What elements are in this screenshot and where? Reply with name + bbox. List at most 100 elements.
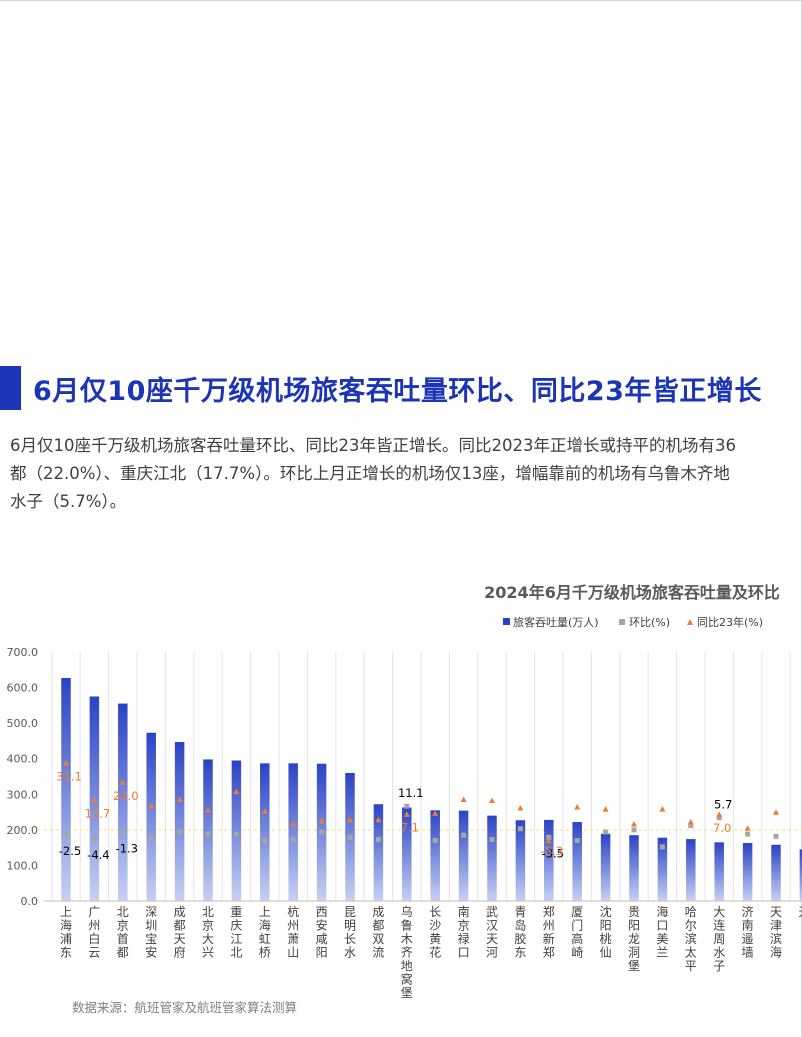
x-tick-char: 海 <box>259 918 271 933</box>
yoy-marker-18 <box>545 837 552 844</box>
x-tick-char: 郑 <box>543 945 555 960</box>
y-tick-label: 700.0 <box>7 646 39 659</box>
x-tick-char: 津 <box>770 919 782 933</box>
yoy-marker-5 <box>176 796 183 802</box>
x-tick-label: 杭州萧山 <box>287 904 299 960</box>
x-tick-label: 济南遥墙 <box>742 904 754 960</box>
bar-19 <box>572 822 582 901</box>
x-tick-char: 南 <box>458 904 470 919</box>
body-line-2: 都（22.0%）、重庆江北（17.7%）。环比上月正增长的机场仅13座，增幅靠前… <box>10 464 730 483</box>
x-tick-char: 明 <box>344 919 356 933</box>
mom-marker-16 <box>489 836 495 842</box>
x-tick-char: 江 <box>230 932 242 946</box>
yoy-marker-10 <box>318 817 325 824</box>
yoy-marker-4 <box>148 802 155 809</box>
x-tick-char: 都 <box>372 919 384 933</box>
x-tick-char: 黄 <box>429 932 441 946</box>
legend-label-yoy: 同比23年(%) <box>697 615 763 629</box>
x-tick-char: 齐 <box>401 945 413 960</box>
yoy-marker-22 <box>659 806 666 812</box>
bar-9 <box>288 763 298 901</box>
bar-16 <box>487 815 497 901</box>
mom-marker-8 <box>262 838 268 844</box>
mom-marker-14 <box>432 838 438 844</box>
x-tick-char: 门 <box>571 918 583 933</box>
x-tick-label: 郑州新郑 <box>543 904 555 960</box>
x-tick-char: 长 <box>429 905 441 919</box>
x-tick-char: 虹 <box>259 932 271 946</box>
x-tick-char: 萧 <box>287 932 299 946</box>
mom-marker-26 <box>773 833 779 839</box>
x-tick-label: 哈尔滨太平 <box>685 905 697 973</box>
yoy-marker-17 <box>517 805 524 811</box>
x-tick-char: 西 <box>316 905 328 919</box>
bar-5 <box>174 741 185 901</box>
x-tick-char: 京 <box>117 919 129 933</box>
x-tick-char: 海 <box>770 945 782 960</box>
x-tick-label: 武汉天河 <box>486 905 498 960</box>
bar-20 <box>600 833 611 901</box>
x-tick-label: 成都天府 <box>174 905 186 960</box>
body-line-1: 6月仅10座千万级机场旅客吞吐量环比、同比23年皆正增长。同比2023年正增长或… <box>10 436 736 455</box>
x-tick-label: 青岛胶东 <box>514 905 526 960</box>
mom-marker-17 <box>517 826 523 832</box>
x-tick-char: 洞 <box>628 946 640 960</box>
x-tick-char: 尔 <box>685 918 697 933</box>
yoy-data-label: 13.7 <box>85 807 111 821</box>
bar-8 <box>260 763 270 901</box>
mom-data-label: 5.7 <box>714 798 732 812</box>
x-tick-char: 遥 <box>742 932 754 946</box>
x-tick-char: 兴 <box>202 946 214 960</box>
x-tick-char: 浦 <box>60 932 72 946</box>
x-tick-char: 山 <box>287 946 299 960</box>
mom-marker-15 <box>461 832 467 838</box>
x-tick-char: 庆 <box>230 919 242 933</box>
mom-marker-19 <box>574 838 580 844</box>
page-top-border <box>0 0 802 1</box>
x-tick-char: 堡 <box>401 985 413 1000</box>
yoy-marker-6 <box>205 807 211 813</box>
yoy-marker-2 <box>91 797 98 803</box>
bar-15 <box>458 810 469 901</box>
x-tick-char: 桃 <box>600 931 612 946</box>
x-tick-label: 厦门高崎 <box>571 905 583 960</box>
x-tick-char: 成 <box>174 905 186 919</box>
x-tick-char: 沈 <box>600 904 612 919</box>
mom-marker-25 <box>745 831 751 837</box>
mom-marker-22 <box>659 844 665 850</box>
x-tick-char: 海 <box>656 904 668 919</box>
bar-26 <box>771 844 781 901</box>
bar-18 <box>544 819 554 901</box>
mom-marker-9 <box>290 836 296 842</box>
x-tick-label: 大连周水子 <box>713 905 725 973</box>
x-tick-label: 重庆江北 <box>230 905 242 960</box>
yoy-marker-25 <box>744 825 751 831</box>
y-tick-label: 500.0 <box>7 717 39 730</box>
x-tick-char: 济 <box>742 904 754 919</box>
y-tick-label: 400.0 <box>7 753 39 766</box>
x-tick-char: 上 <box>60 905 72 919</box>
x-tick-char: 首 <box>117 932 129 946</box>
y-tick-label: 0.0 <box>21 895 39 908</box>
mom-marker-1 <box>63 832 69 838</box>
x-tick-label: 贵阳龙洞堡 <box>628 905 640 973</box>
bar-25 <box>742 843 753 901</box>
x-tick-char: 东 <box>60 946 72 960</box>
x-tick-char: 成 <box>372 905 384 919</box>
x-tick-char: 水 <box>713 946 725 960</box>
x-tick-char: 花 <box>429 945 441 960</box>
mom-marker-11 <box>347 834 353 840</box>
section-title: 6月仅10座千万级机场旅客吞吐量环比、同比23年皆正增长 <box>33 376 762 407</box>
x-tick-char: 重 <box>230 905 242 919</box>
x-tick-label: 上海虹桥 <box>259 905 271 960</box>
x-tick-char: 厦 <box>571 905 583 919</box>
x-tick-char: 流 <box>372 946 384 960</box>
bar-24 <box>714 842 724 901</box>
bar-14 <box>430 810 440 901</box>
x-tick-label: 沈阳桃仙 <box>600 904 612 960</box>
bar-17 <box>515 820 526 901</box>
yoy-marker-26 <box>773 809 779 815</box>
x-tick-char: 双 <box>372 932 384 946</box>
x-tick-char: 汉 <box>486 919 498 933</box>
x-tick-char: 堡 <box>628 958 640 973</box>
